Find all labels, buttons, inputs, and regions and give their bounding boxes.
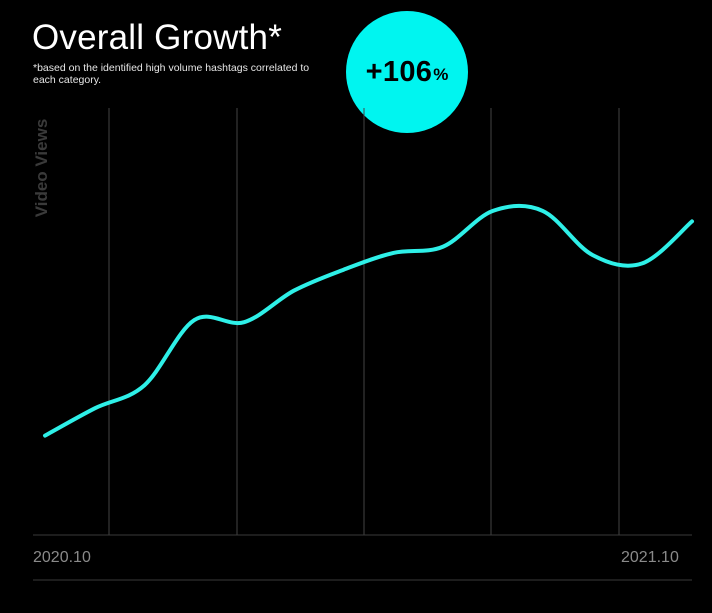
chart-title: Overall Growth* xyxy=(32,18,283,57)
growth-badge-value: +106 xyxy=(365,55,433,88)
x-tick-label-start: 2020.10 xyxy=(33,549,91,566)
growth-badge: +106% xyxy=(346,11,468,133)
x-tick-label-end: 2021.10 xyxy=(621,549,679,566)
video-views-series-line xyxy=(43,203,694,438)
chart-subtitle: *based on the identified high volume has… xyxy=(33,62,310,86)
growth-badge-unit: % xyxy=(433,65,449,84)
vertical-grid-lines xyxy=(108,108,620,535)
